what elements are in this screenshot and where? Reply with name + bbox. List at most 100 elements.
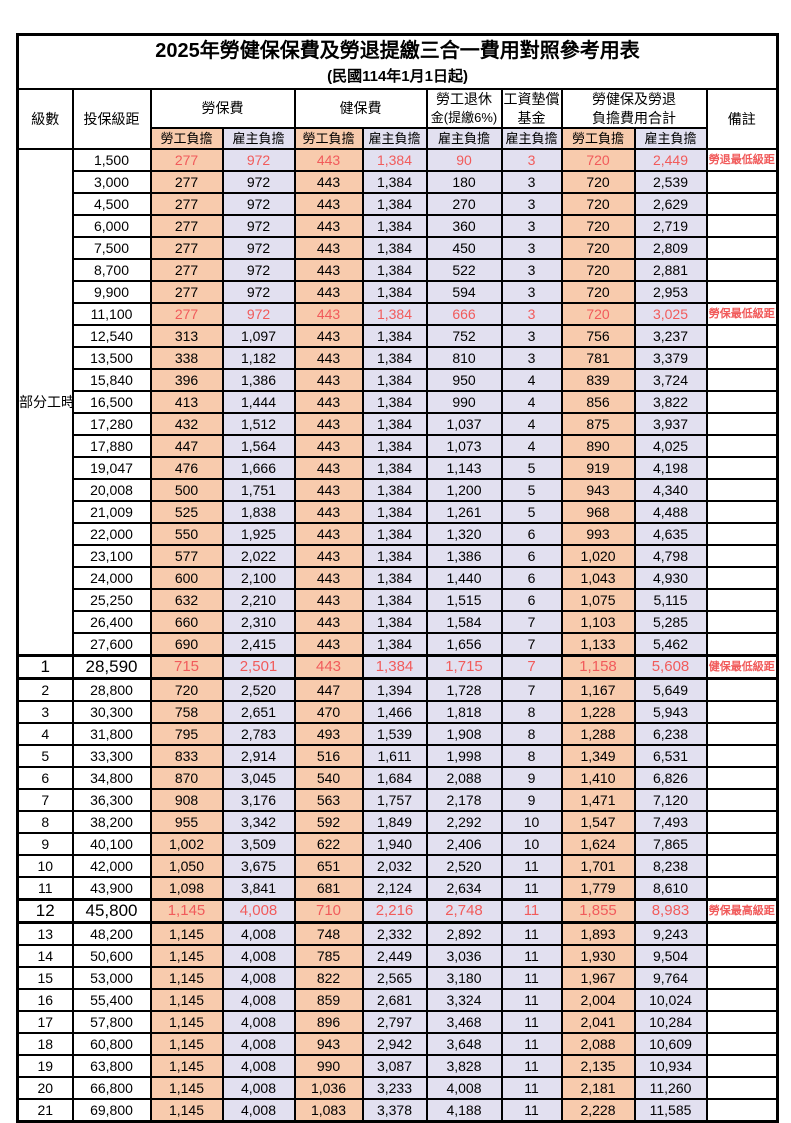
pension-employer-cell: 1,073: [425, 434, 503, 459]
pension-employer-cell: 3,324: [425, 988, 503, 1013]
total-employee-cell: 1,158: [560, 654, 636, 681]
labor-ins-employee-cell: 413: [149, 390, 224, 415]
bracket-cell: 38,200: [71, 810, 152, 835]
table-row: 19 63,800 1,145 4,008 990 3,087 3,828 11 2,135 10…: [16, 1054, 779, 1079]
labor-ins-employee-cell: 908: [149, 788, 224, 813]
labor-ins-employee-cell: 833: [149, 744, 224, 769]
total-employer-cell: 5,608: [633, 654, 708, 681]
total-employer-cell: 7,865: [633, 832, 708, 857]
labor-ins-employer-cell: 3,509: [221, 832, 296, 857]
labor-ins-employer-cell: 3,675: [221, 854, 296, 879]
bracket-cell: 26,400: [71, 610, 152, 635]
wage-fund-employer-cell: 3: [500, 258, 563, 283]
pension-employer-cell: 1,261: [425, 500, 503, 525]
health-ins-employer-cell: 1,384: [361, 324, 428, 349]
remark-cell: [705, 722, 779, 747]
remark-cell: [705, 1098, 779, 1123]
labor-ins-employer-cell: 1,097: [221, 324, 296, 349]
total-employee-cell: 720: [560, 280, 636, 305]
table-row: 3 30,300 758 2,651 470 1,466 1,818 8 1,228 5,943: [16, 700, 779, 725]
bracket-cell: 21,009: [71, 500, 152, 525]
bracket-cell: 69,800: [71, 1098, 152, 1123]
labor-ins-employee-cell: 632: [149, 588, 224, 613]
bracket-cell: 6,000: [71, 214, 152, 239]
wage-fund-employer-cell: 7: [500, 632, 563, 657]
level-cell: 6: [16, 766, 74, 791]
total-employer-cell: 10,609: [633, 1032, 708, 1057]
total-employer-cell: 5,462: [633, 632, 708, 657]
health-ins-employer-cell: 1,384: [361, 456, 428, 481]
health-ins-employee-cell: 1,083: [293, 1098, 364, 1123]
wage-fund-employer-cell: 11: [500, 1098, 563, 1123]
pension-employer-cell: 4,008: [425, 1076, 503, 1101]
table-row: 10 42,000 1,050 3,675 651 2,032 2,520 11 1,701 8,…: [16, 854, 779, 879]
subheader-total-employee: 勞工負擔: [560, 127, 636, 151]
table-body: 部分工時 1,500 277 972 443 1,384 90 3 720 2,449 勞退最低級距…: [16, 148, 779, 1123]
table-row: 15,840 396 1,386 443 1,384 950 4 839 3,724: [18, 368, 779, 393]
remark-cell: [705, 258, 779, 283]
level-cell: 10: [16, 854, 74, 879]
pension-employer-cell: 666: [425, 302, 503, 327]
remark-cell: [705, 1054, 779, 1079]
health-ins-employee-cell: 443: [293, 566, 364, 591]
total-employer-cell: 3,937: [633, 412, 708, 437]
wage-fund-employer-cell: 11: [500, 898, 563, 925]
health-ins-employer-cell: 2,032: [361, 854, 428, 879]
labor-ins-employee-cell: 955: [149, 810, 224, 835]
table-row: 24,000 600 2,100 443 1,384 1,440 6 1,043 4,930: [18, 566, 779, 591]
total-employer-cell: 4,198: [633, 456, 708, 481]
bracket-cell: 31,800: [71, 722, 152, 747]
remark-cell: [705, 478, 779, 503]
total-employer-cell: 2,719: [633, 214, 708, 239]
table-row: 16,500 413 1,444 443 1,384 990 4 856 3,822: [18, 390, 779, 415]
level-cell: 12: [16, 898, 74, 925]
total-employee-cell: 720: [560, 192, 636, 217]
labor-ins-employee-cell: 1,050: [149, 854, 224, 879]
total-employee-cell: 1,020: [560, 544, 636, 569]
labor-ins-employee-cell: 1,145: [149, 1010, 224, 1035]
level-cell: 15: [16, 966, 74, 991]
bracket-cell: 17,880: [71, 434, 152, 459]
health-ins-employer-cell: 1,394: [361, 677, 428, 703]
pension-employer-cell: 180: [425, 170, 503, 195]
total-employee-cell: 839: [560, 368, 636, 393]
labor-ins-employee-cell: 795: [149, 722, 224, 747]
total-employer-cell: 10,934: [633, 1054, 708, 1079]
bracket-cell: 23,100: [71, 544, 152, 569]
remark-cell: [705, 324, 779, 349]
page-title: 2025年勞健保保費及勞退提繳三合一費用對照參考用表: [155, 40, 640, 62]
wage-fund-employer-cell: 7: [500, 654, 563, 681]
table-row: 14 50,600 1,145 4,008 785 2,449 3,036 11 1,930 9,…: [16, 944, 779, 969]
labor-ins-employer-cell: 1,838: [221, 500, 296, 525]
bracket-cell: 20,008: [71, 478, 152, 503]
wage-fund-employer-cell: 11: [500, 1076, 563, 1101]
labor-ins-employer-cell: 2,022: [221, 544, 296, 569]
health-ins-employee-cell: 443: [293, 610, 364, 635]
remark-cell: [705, 434, 779, 459]
total-employee-cell: 2,228: [560, 1098, 636, 1123]
wage-fund-employer-cell: 11: [500, 1054, 563, 1079]
table-row: 15 53,000 1,145 4,008 822 2,565 3,180 11 1,967 9,…: [16, 966, 779, 991]
total-employer-cell: 4,635: [633, 522, 708, 547]
labor-ins-employee-cell: 577: [149, 544, 224, 569]
pension-label-line1: 勞工退休: [436, 91, 492, 107]
remark-cell: [705, 944, 779, 969]
wage-fund-employer-cell: 11: [500, 944, 563, 969]
total-employer-cell: 2,629: [633, 192, 708, 217]
labor-ins-employer-cell: 4,008: [221, 1010, 296, 1035]
pension-employer-cell: 594: [425, 280, 503, 305]
table-row: 20 66,800 1,145 4,008 1,036 3,233 4,008 11 2,181…: [16, 1076, 779, 1101]
col-header-wage-fund: 工資墊償 基金: [500, 87, 563, 130]
health-ins-employer-cell: 2,332: [361, 921, 428, 947]
wage-fund-employer-cell: 5: [500, 500, 563, 525]
total-employer-cell: 2,539: [633, 170, 708, 195]
title-row: 2025年勞健保保費及勞退提繳三合一費用對照參考用表 (民國114年1月1日起): [16, 33, 779, 90]
health-ins-employee-cell: 651: [293, 854, 364, 879]
health-ins-employee-cell: 443: [293, 302, 364, 327]
pension-employer-cell: 2,892: [425, 921, 503, 947]
remark-cell: [705, 500, 779, 525]
remark-cell: [705, 588, 779, 613]
total-employer-cell: 8,238: [633, 854, 708, 879]
wage-fund-employer-cell: 11: [500, 876, 563, 901]
health-ins-employer-cell: 1,384: [361, 522, 428, 547]
